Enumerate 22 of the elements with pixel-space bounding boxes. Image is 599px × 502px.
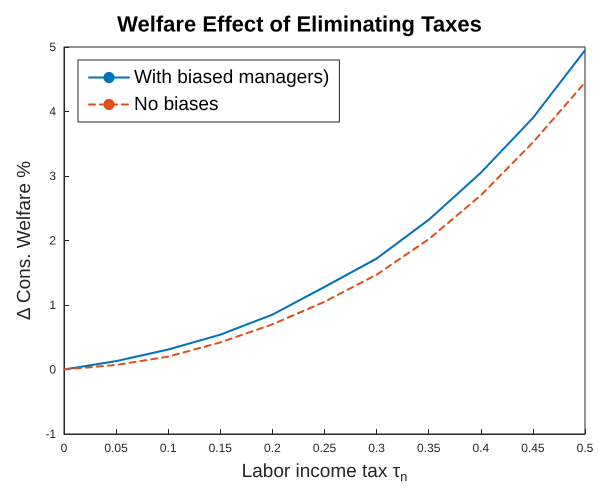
x-tick-label: 0 [60,441,68,455]
y-axis-title: Δ Cons. Welfare % [14,160,35,320]
x-tick-label: 0.5 [576,441,594,455]
y-tick-label: -1 [45,427,56,441]
legend-label: With biased managers) [134,67,330,88]
x-tick-label: 0.25 [312,441,336,455]
x-tick-label: 0.05 [104,441,128,455]
legend-label: No biases [134,94,218,115]
y-tick-label: 3 [49,169,56,183]
x-tick-label: 0.1 [160,441,177,455]
x-tick-label: 0.35 [417,441,441,455]
y-tick-label: 1 [49,298,56,312]
y-tick-label: 5 [49,40,56,54]
chart-title: Welfare Effect of Eliminating Taxes [117,12,482,36]
x-tick-label: 0.45 [521,441,545,455]
x-tick-label: 0.2 [264,441,282,455]
x-tick-label: 0.4 [472,441,490,455]
y-tick-label: 4 [49,104,56,118]
x-tick-label: 0.15 [208,441,232,455]
y-tick-label: 2 [49,234,56,248]
y-tick-label: 0 [49,362,56,376]
x-tick-label: 0.3 [368,441,386,455]
